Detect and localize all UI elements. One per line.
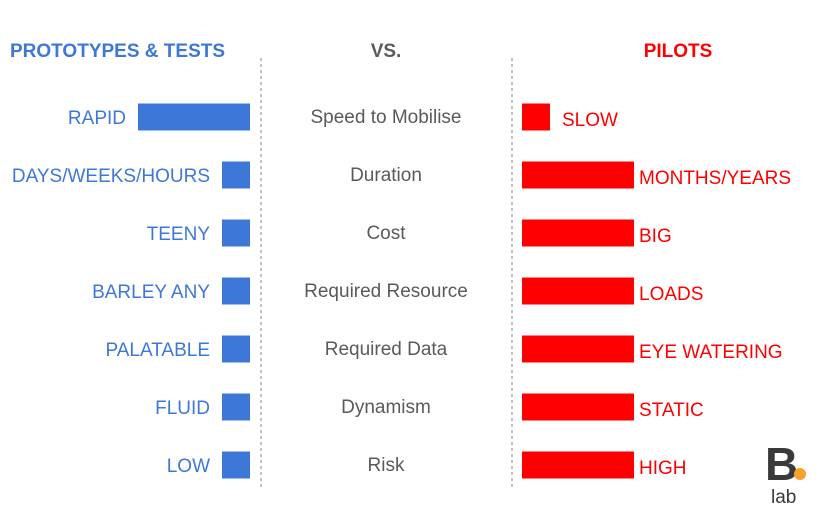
left-bar-label: RAPID	[68, 108, 126, 129]
category-label: Speed to Mobilise	[310, 107, 461, 128]
category-label: Duration	[350, 165, 422, 186]
right-bar	[522, 161, 634, 189]
logo-letter: B	[765, 438, 798, 490]
right-bar	[522, 335, 634, 363]
right-bar	[522, 451, 634, 479]
b-lab-logo: B lab	[765, 438, 806, 508]
logo-word: lab	[771, 487, 796, 508]
middle-header: VS.	[371, 41, 402, 62]
left-bar	[222, 335, 250, 363]
category-label: Risk	[368, 455, 405, 476]
left-bar	[222, 161, 250, 189]
left-bar	[222, 393, 250, 421]
right-bar	[522, 219, 634, 247]
right-bar-label: HIGH	[639, 458, 687, 479]
right-bar-label: EYE WATERING	[639, 342, 783, 363]
category-label: Required Data	[325, 339, 448, 360]
right-bar	[522, 277, 634, 305]
left-bar-label: BARLEY ANY	[92, 282, 210, 303]
left-bar	[222, 451, 250, 479]
right-bar-label: BIG	[639, 226, 672, 247]
category-label: Required Resource	[304, 281, 468, 302]
right-bar-label: MONTHS/YEARS	[639, 168, 791, 189]
left-bar	[138, 103, 250, 131]
right-bar	[522, 393, 634, 421]
right-bar	[522, 103, 550, 131]
left-bar-label: LOW	[167, 456, 210, 477]
left-bar	[222, 277, 250, 305]
left-bar-label: PALATABLE	[105, 340, 210, 361]
left-header: PROTOTYPES & TESTS	[10, 41, 225, 62]
left-bar-label: DAYS/WEEKS/HOURS	[12, 166, 210, 187]
left-bar	[222, 219, 250, 247]
logo-dot	[794, 468, 806, 480]
category-label: Cost	[366, 223, 406, 244]
chart-rows: RAPID Speed to Mobilise SLOW DAYS/WEEKS/HOU…	[12, 103, 791, 479]
right-bar-label: LOADS	[639, 284, 703, 305]
right-header: PILOTS	[644, 41, 713, 62]
right-bar-label: SLOW	[562, 110, 618, 131]
left-bar-label: FLUID	[155, 398, 210, 419]
category-label: Dynamism	[341, 397, 431, 418]
right-bar-label: STATIC	[639, 400, 704, 421]
left-bar-label: TEENY	[147, 224, 211, 245]
